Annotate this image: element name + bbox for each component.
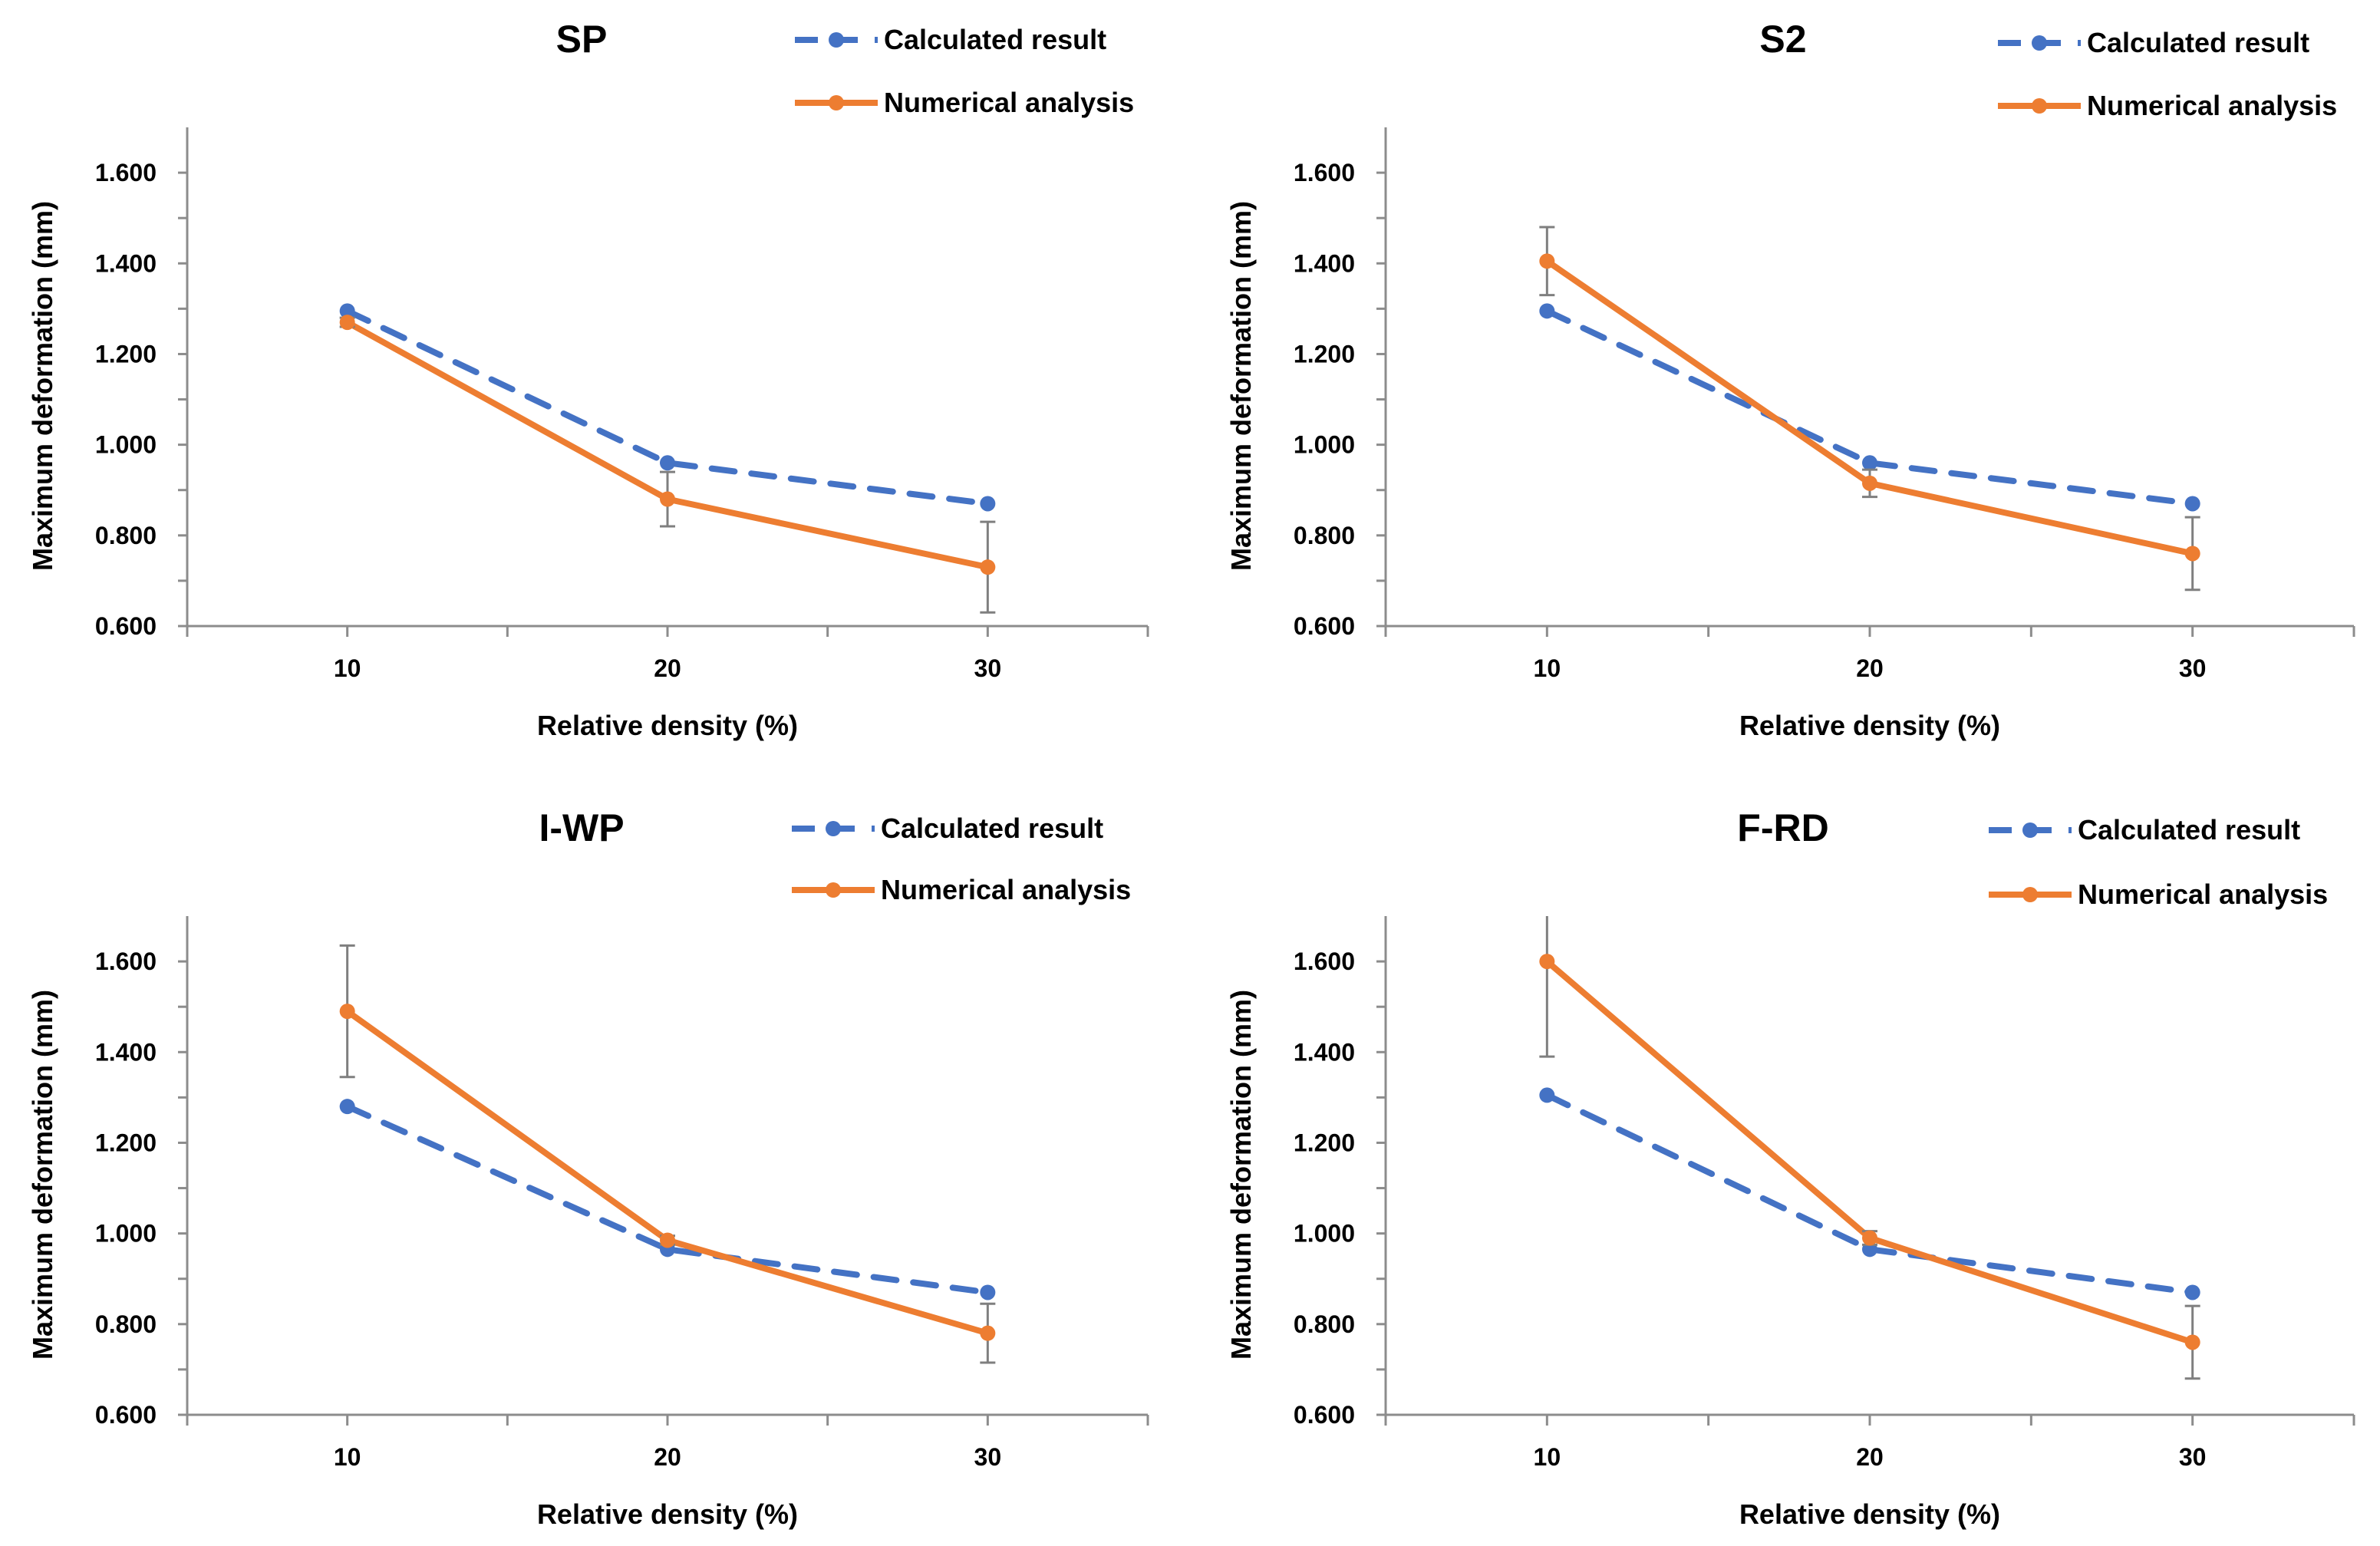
x-axis-title: Relative density (%) (537, 710, 798, 741)
x-tick-label: 20 (1856, 654, 1884, 682)
y-tick-label: 1.200 (95, 340, 157, 368)
y-tick-label: 1.400 (95, 1038, 157, 1066)
data-point-numerical (660, 491, 675, 507)
legend-label: Numerical analysis (881, 874, 1131, 905)
data-point-calculated (1539, 303, 1555, 319)
x-tick-label: 10 (334, 1443, 361, 1471)
series-line-calculated (344, 308, 991, 507)
data-point-numerical (1862, 1230, 1877, 1246)
y-tick-label: 0.600 (1294, 612, 1355, 640)
y-tick-label: 0.800 (1294, 522, 1355, 549)
legend-marker (2032, 98, 2047, 114)
chart-panel-f-rd: F-RD 0.600 0.800 1.000 1.200 1.400 1.600 10 20 30… (1225, 806, 2355, 1530)
data-point-numerical (2184, 546, 2200, 562)
series-line-numerical (1544, 958, 2196, 1346)
data-point-calculated (660, 455, 675, 471)
y-tick-label: 0.800 (95, 522, 157, 549)
chart-title: SP (556, 18, 608, 61)
y-tick-label: 1.000 (1294, 1220, 1355, 1248)
legend-marker (2032, 35, 2047, 51)
chart-panel-s2: S2 0.600 0.800 1.000 1.200 1.400 1.600 10 20 30 Re… (1225, 18, 2355, 741)
x-tick-label: 30 (2179, 1443, 2207, 1471)
data-point-numerical (339, 1004, 355, 1020)
data-point-numerical (980, 559, 996, 575)
series-line-numerical (1544, 258, 2196, 557)
data-point-numerical (1539, 253, 1555, 269)
data-point-calculated (339, 1099, 355, 1115)
x-tick-label: 20 (654, 1443, 681, 1471)
y-axis-title: Maximum deformation (mm) (1225, 201, 1257, 571)
y-axis-title: Maximum deformation (mm) (1225, 990, 1257, 1360)
y-tick-label: 1.200 (1294, 1129, 1355, 1156)
y-tick-label: 0.600 (95, 612, 157, 640)
y-axis-title: Maximum deformation (mm) (27, 201, 58, 571)
data-point-numerical (660, 1232, 675, 1248)
legend-marker (826, 882, 841, 898)
legend-marker (2022, 822, 2038, 838)
data-point-numerical (1539, 954, 1555, 970)
data-point-calculated (2184, 1284, 2200, 1300)
chart-panel-sp: SP 0.600 0.800 1.000 1.200 1.400 1.600 10 20 30 Re… (27, 18, 1149, 741)
y-tick-label: 0.600 (95, 1401, 157, 1429)
x-tick-label: 30 (974, 1443, 1002, 1471)
legend-label: Numerical analysis (884, 87, 1134, 118)
chart-title: F-RD (1737, 806, 1828, 849)
data-point-calculated (1539, 1087, 1555, 1103)
legend-label: Numerical analysis (2078, 878, 2328, 910)
chart-title: S2 (1759, 18, 1806, 61)
x-axis-title: Relative density (%) (1739, 710, 2000, 741)
legend-marker (826, 821, 841, 836)
x-axis-title: Relative density (%) (1739, 1498, 2000, 1530)
y-tick-label: 1.200 (95, 1129, 157, 1156)
y-tick-label: 1.600 (95, 159, 157, 186)
legend-label: Calculated result (884, 24, 1106, 55)
series-line-numerical (344, 319, 991, 571)
legend-label: Calculated result (2078, 814, 2300, 846)
chart-panel-i-wp: I-WP 0.600 0.800 1.000 1.200 1.400 1.600 10 20 30… (27, 806, 1149, 1530)
data-point-calculated (339, 303, 355, 319)
series-line-numerical (344, 1008, 991, 1337)
y-tick-label: 1.000 (95, 431, 157, 459)
y-tick-label: 1.000 (95, 1220, 157, 1248)
legend-label: Numerical analysis (2087, 90, 2337, 121)
x-tick-label: 20 (654, 654, 681, 682)
y-tick-label: 0.600 (1294, 1401, 1355, 1429)
x-tick-label: 20 (1856, 1443, 1884, 1471)
data-point-calculated (980, 1284, 996, 1300)
x-axis-title: Relative density (%) (537, 1498, 798, 1530)
legend-marker (2022, 887, 2038, 902)
data-point-numerical (339, 315, 355, 331)
y-tick-label: 0.800 (95, 1310, 157, 1338)
y-tick-label: 1.600 (1294, 948, 1355, 975)
y-tick-label: 1.600 (1294, 159, 1355, 186)
x-tick-label: 10 (1534, 1443, 1561, 1471)
y-tick-label: 0.800 (1294, 1310, 1355, 1338)
legend-label: Calculated result (2087, 27, 2309, 58)
y-tick-label: 1.600 (95, 948, 157, 975)
y-tick-label: 1.200 (1294, 340, 1355, 368)
legend-label: Calculated result (881, 813, 1103, 844)
y-tick-label: 1.400 (1294, 249, 1355, 277)
legend-marker (829, 95, 844, 110)
series-line-calculated (1544, 1092, 2196, 1296)
data-point-numerical (1862, 475, 1877, 491)
x-tick-label: 30 (974, 654, 1002, 682)
y-axis-title: Maximum deformation (mm) (27, 990, 58, 1360)
x-tick-label: 10 (1534, 654, 1561, 682)
legend-marker (829, 32, 844, 48)
data-point-numerical (2184, 1334, 2200, 1350)
data-point-calculated (2184, 496, 2200, 512)
y-tick-label: 1.400 (1294, 1038, 1355, 1066)
y-tick-label: 1.000 (1294, 431, 1355, 459)
y-tick-label: 1.400 (95, 249, 157, 277)
x-tick-label: 30 (2179, 654, 2207, 682)
x-tick-label: 10 (334, 654, 361, 682)
series-line-calculated (344, 1103, 991, 1296)
data-point-numerical (980, 1325, 996, 1341)
chart-title: I-WP (539, 806, 624, 849)
data-point-calculated (1862, 455, 1877, 471)
data-point-calculated (980, 496, 996, 512)
